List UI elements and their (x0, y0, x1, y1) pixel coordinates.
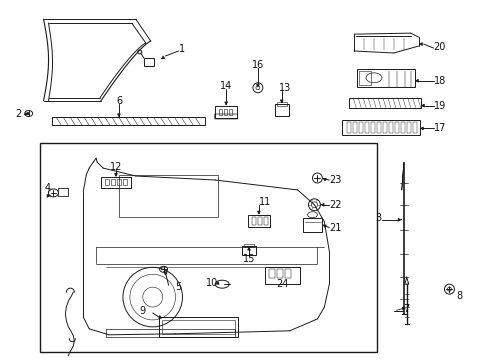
Bar (348, 98, 420, 108)
Bar (382, 122, 386, 133)
Text: 20: 20 (433, 42, 445, 52)
Text: 3: 3 (375, 213, 381, 223)
Text: 15: 15 (242, 255, 255, 264)
Text: 23: 23 (328, 175, 341, 185)
Bar (388, 122, 392, 133)
Text: 19: 19 (433, 100, 445, 111)
Text: 10: 10 (205, 278, 218, 288)
Text: 9: 9 (140, 306, 145, 316)
Bar (158, 317, 238, 337)
Bar (219, 109, 222, 114)
Bar (264, 267, 299, 284)
Text: 6: 6 (116, 96, 122, 105)
Bar (101, 177, 131, 188)
Text: 22: 22 (328, 200, 341, 210)
Bar (143, 58, 153, 66)
Bar (376, 122, 380, 133)
Bar (370, 122, 374, 133)
Bar (251, 217, 255, 225)
Text: 8: 8 (455, 291, 462, 301)
Bar (224, 109, 226, 114)
Bar (302, 218, 322, 231)
Bar (365, 122, 368, 133)
Bar (284, 269, 290, 278)
Bar (274, 104, 288, 116)
Bar (59, 188, 68, 196)
Bar (358, 71, 370, 85)
Text: 18: 18 (433, 76, 445, 86)
Bar (257, 217, 262, 225)
Bar (394, 122, 398, 133)
Bar (215, 105, 237, 118)
Bar (244, 243, 253, 247)
Bar (352, 122, 356, 133)
Bar (276, 102, 286, 105)
Text: 2: 2 (15, 108, 21, 118)
Bar (276, 269, 282, 278)
Bar (358, 122, 362, 133)
Text: 7: 7 (403, 304, 409, 314)
Text: 14: 14 (220, 81, 232, 91)
Bar (406, 122, 410, 133)
Text: 1: 1 (178, 44, 184, 54)
Bar (229, 109, 232, 114)
Bar (356, 69, 414, 87)
Text: 4: 4 (44, 183, 50, 193)
Bar (117, 179, 121, 185)
Bar (40, 143, 376, 352)
Bar (242, 247, 255, 255)
Bar (342, 121, 419, 135)
Bar (51, 117, 205, 125)
Text: 13: 13 (278, 83, 290, 93)
Text: 5: 5 (175, 282, 181, 292)
Bar (119, 175, 218, 217)
Bar (268, 269, 274, 278)
Bar (162, 320, 235, 334)
Text: 21: 21 (328, 222, 341, 233)
Text: 11: 11 (258, 197, 270, 207)
Text: 24: 24 (276, 279, 288, 289)
Bar (400, 122, 404, 133)
Text: 16: 16 (251, 60, 264, 70)
Text: 17: 17 (433, 123, 445, 134)
Text: 12: 12 (110, 162, 122, 172)
Bar (247, 215, 269, 227)
Bar (346, 122, 350, 133)
Bar (105, 179, 109, 185)
Bar (264, 217, 267, 225)
Bar (122, 179, 127, 185)
Bar (412, 122, 416, 133)
Bar (111, 179, 115, 185)
